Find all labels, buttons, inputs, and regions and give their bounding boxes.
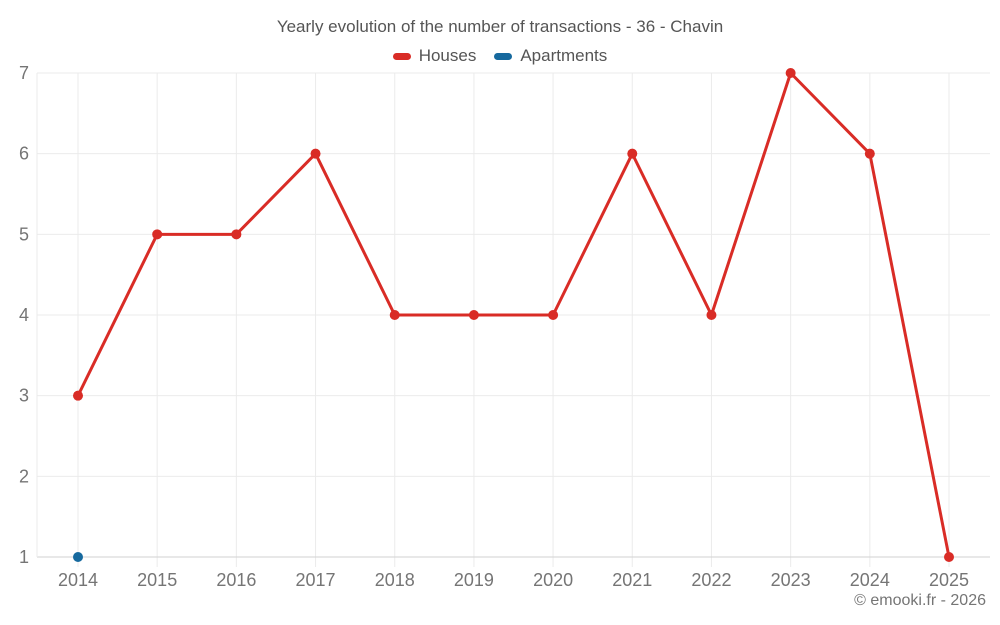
y-tick-label: 7 bbox=[19, 63, 29, 83]
y-tick-label: 1 bbox=[19, 547, 29, 567]
copyright-watermark: © emooki.fr - 2026 bbox=[854, 592, 986, 609]
y-tick-label: 3 bbox=[19, 386, 29, 406]
x-tick-label: 2024 bbox=[850, 570, 890, 590]
houses-series-line bbox=[76, 71, 951, 559]
houses-data-point[interactable] bbox=[73, 390, 83, 401]
x-tick-label: 2021 bbox=[612, 570, 652, 590]
legend-item-apartments[interactable]: Apartments bbox=[494, 46, 607, 66]
houses-data-point[interactable] bbox=[706, 310, 717, 320]
x-tick-label: 2023 bbox=[771, 570, 811, 590]
houses-data-point[interactable] bbox=[231, 229, 242, 240]
legend-item-houses[interactable]: Houses bbox=[392, 46, 477, 66]
y-tick-label: 4 bbox=[19, 305, 29, 325]
x-tick-label: 2016 bbox=[216, 570, 256, 590]
legend-label-apartments: Apartments bbox=[520, 46, 608, 65]
x-tick-label: 2020 bbox=[533, 570, 573, 590]
x-tick-label: 2018 bbox=[375, 570, 415, 590]
houses-data-point[interactable] bbox=[389, 310, 400, 320]
chart-legend: Houses Apartments bbox=[0, 46, 1000, 66]
x-tick-label: 2025 bbox=[929, 570, 969, 590]
houses-data-point[interactable] bbox=[627, 148, 638, 159]
houses-data-point[interactable] bbox=[152, 229, 163, 240]
houses-data-point[interactable] bbox=[864, 148, 875, 159]
houses-data-point[interactable] bbox=[785, 68, 796, 78]
houses-data-point[interactable] bbox=[944, 552, 954, 562]
apartments-series-swatch-icon bbox=[494, 52, 513, 60]
houses-data-point[interactable] bbox=[468, 310, 479, 320]
apartments-data-point[interactable] bbox=[73, 552, 83, 562]
houses-data-point[interactable] bbox=[310, 148, 321, 159]
legend-label-houses: Houses bbox=[418, 46, 477, 65]
y-tick-label: 5 bbox=[19, 224, 29, 244]
y-tick-label: 6 bbox=[19, 144, 29, 164]
x-tick-label: 2019 bbox=[454, 570, 494, 590]
y-tick-label: 2 bbox=[19, 466, 29, 486]
x-tick-label: 2022 bbox=[691, 570, 731, 590]
chart-title: Yearly evolution of the number of transa… bbox=[276, 17, 724, 36]
x-tick-label: 2015 bbox=[137, 570, 177, 590]
houses-series-swatch-icon bbox=[392, 52, 411, 60]
x-tick-label: 2014 bbox=[58, 570, 98, 590]
houses-data-point[interactable] bbox=[548, 310, 559, 320]
x-tick-label: 2017 bbox=[296, 570, 336, 590]
